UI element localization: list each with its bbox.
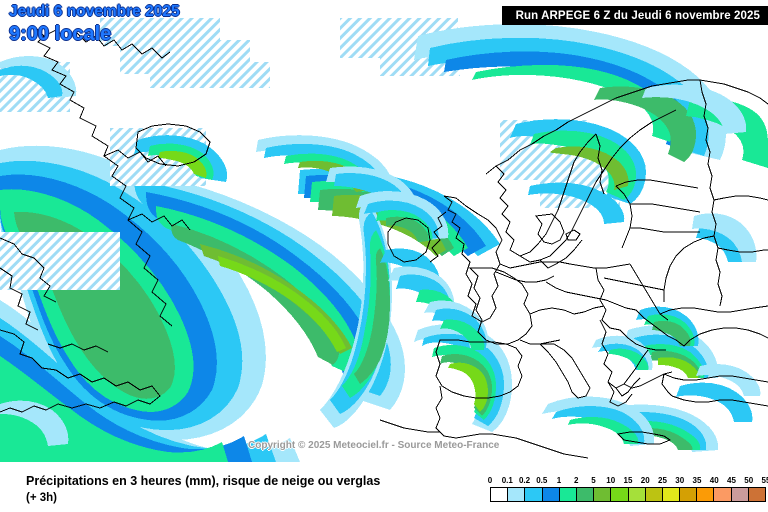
- map-canvas: [0, 18, 768, 462]
- legend-swatch: [559, 488, 577, 501]
- legend-swatch: [697, 488, 715, 501]
- legend-tick: 5: [591, 476, 596, 485]
- legend-tick: 50: [744, 476, 754, 485]
- legend-tick: 15: [623, 476, 633, 485]
- legend-tick: 20: [640, 476, 650, 485]
- map-caption: Précipitations en 3 heures (mm), risque …: [26, 474, 380, 504]
- coastline-layer: [0, 27, 768, 459]
- legend-swatch: [508, 488, 526, 501]
- legend-swatch: [628, 488, 646, 501]
- legend-tick: 40: [709, 476, 719, 485]
- legend-swatch: [748, 488, 765, 501]
- legend-swatch: [525, 488, 543, 501]
- legend-tick: 10: [606, 476, 616, 485]
- legend-swatch: [662, 488, 681, 501]
- legend-tick: 35: [692, 476, 702, 485]
- legend-swatch: [611, 488, 629, 501]
- model-run-label: Run ARPEGE 6 Z du Jeudi 6 novembre 2025: [515, 9, 760, 22]
- valid-date-label: Jeudi 6 novembre 2025: [9, 3, 180, 20]
- precip-layer: [0, 18, 768, 462]
- legend-swatch: [714, 488, 732, 501]
- caption-title: Précipitations en 3 heures (mm), risque …: [26, 474, 381, 488]
- legend-tick: 55: [761, 476, 768, 485]
- valid-time-label: 9:00 locale: [9, 22, 112, 45]
- legend-swatch: [542, 488, 560, 501]
- precipitation-color-legend: 00.10.20.512510152025303540455055: [487, 476, 768, 502]
- legend-color-bar: [490, 487, 766, 502]
- legend-tick: 0.5: [536, 476, 548, 485]
- legend-tick: 0.2: [518, 476, 531, 485]
- legend-tick: 25: [658, 476, 667, 485]
- legend-tick: 0: [487, 476, 493, 485]
- copyright-notice: Copyright © 2025 Meteociel.fr - Source M…: [248, 440, 500, 451]
- legend-swatch: [731, 488, 749, 501]
- caption-lead-time: (+ 3h): [26, 492, 57, 504]
- legend-tick: 30: [675, 476, 685, 485]
- precipitation-map[interactable]: [0, 0, 768, 462]
- legend-swatch: [594, 488, 612, 501]
- legend-swatch: [680, 488, 698, 501]
- legend-tick: 45: [727, 476, 736, 485]
- model-run-band: Run ARPEGE 6 Z du Jeudi 6 novembre 2025: [501, 6, 768, 25]
- valid-time-stamp: Jeudi 6 novembre 2025 9:00 locale: [9, 4, 180, 44]
- legend-swatch: [645, 488, 663, 501]
- legend-tick: 1: [556, 476, 562, 485]
- legend-tick: 0.1: [501, 476, 513, 485]
- legend-tick: 2: [574, 476, 579, 485]
- legend-tick-labels: 00.10.20.512510152025303540455055: [487, 476, 768, 487]
- legend-swatch: [491, 488, 509, 501]
- legend-swatch: [576, 488, 595, 501]
